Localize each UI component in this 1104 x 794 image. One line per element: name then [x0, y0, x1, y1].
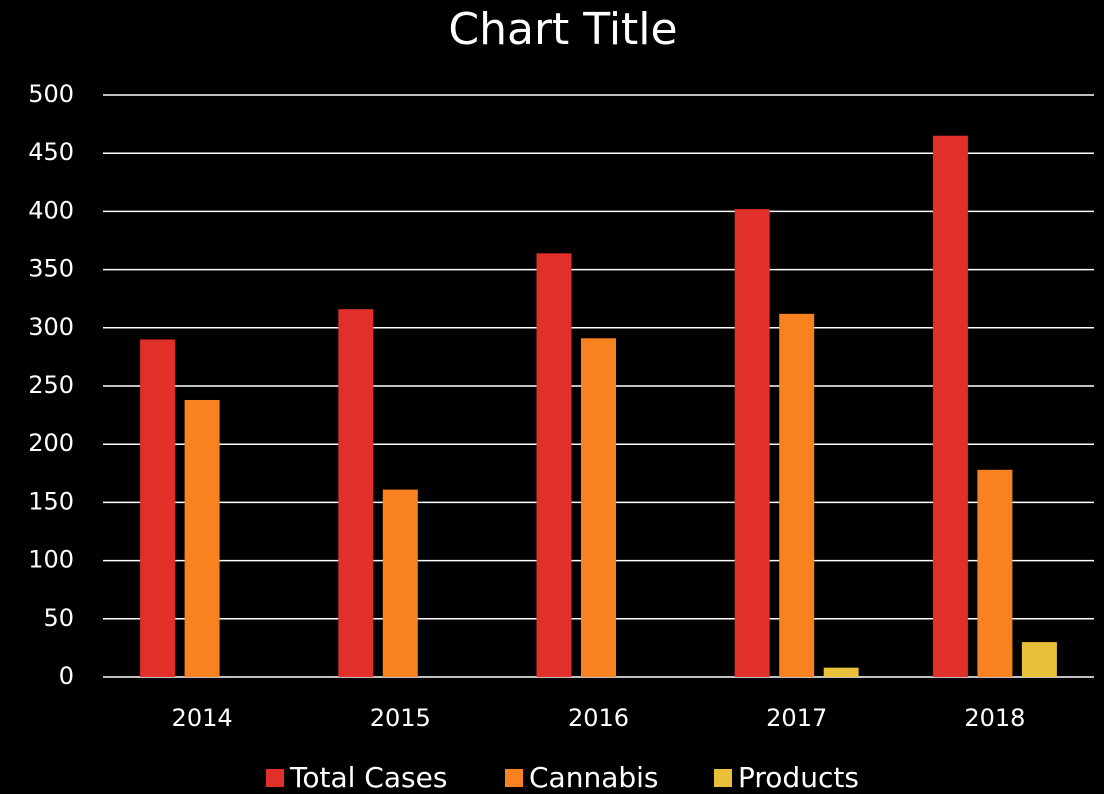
- bar: [823, 667, 859, 677]
- y-tick-label: 450: [28, 138, 74, 166]
- y-tick-label: 0: [59, 662, 74, 690]
- bar: [382, 489, 418, 677]
- x-tick-label: 2016: [568, 704, 629, 732]
- x-tick-label: 2018: [964, 704, 1025, 732]
- legend-label: Cannabis: [529, 761, 659, 794]
- y-tick-label: 400: [28, 196, 74, 224]
- bar: [1021, 642, 1057, 677]
- y-tick-label: 250: [28, 371, 74, 399]
- bar: [536, 253, 572, 677]
- bar: [779, 313, 815, 677]
- chart-title: Chart Title: [448, 4, 677, 55]
- x-tick-label: 2014: [172, 704, 233, 732]
- y-tick-label: 300: [28, 313, 74, 341]
- bar: [140, 339, 176, 677]
- bar: [338, 309, 374, 677]
- legend-swatch: [266, 769, 284, 787]
- y-tick-label: 200: [28, 429, 74, 457]
- bar: [977, 469, 1013, 677]
- bar: [734, 209, 770, 677]
- y-tick-label: 350: [28, 255, 74, 283]
- y-tick-label: 500: [28, 80, 74, 108]
- bar: [184, 399, 220, 677]
- bar: [581, 338, 616, 677]
- x-tick-label: 2017: [766, 704, 827, 732]
- legend-label: Total Cases: [289, 761, 447, 794]
- y-tick-label: 150: [28, 487, 74, 515]
- legend-swatch: [714, 769, 732, 787]
- legend-swatch: [505, 769, 523, 787]
- legend-label: Products: [738, 761, 859, 794]
- x-tick-label: 2015: [370, 704, 431, 732]
- y-tick-label: 50: [43, 604, 74, 632]
- y-tick-label: 100: [28, 546, 74, 574]
- bar: [932, 135, 968, 678]
